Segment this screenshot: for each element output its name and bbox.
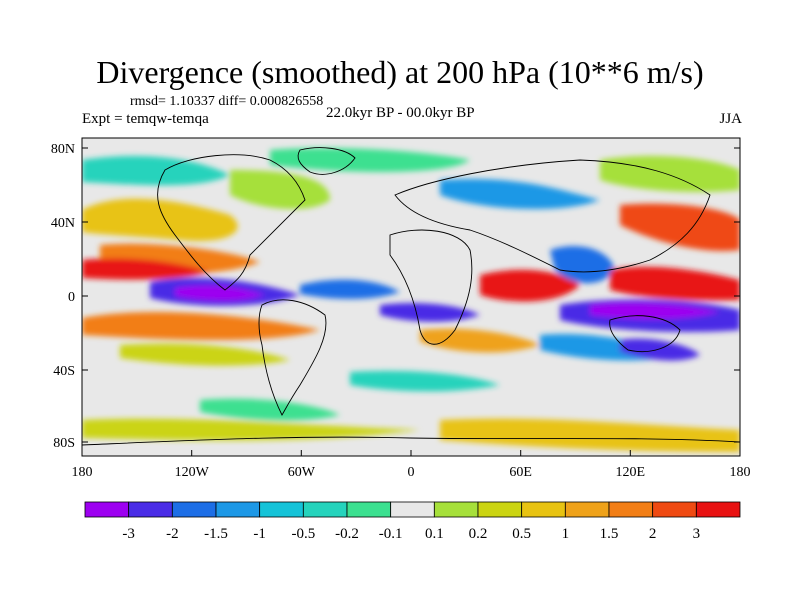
lat-tick-80n: 80N — [51, 142, 75, 157]
colorbar-label: -1.5 — [204, 526, 228, 542]
lat-tick-0: 0 — [68, 290, 75, 305]
colorbar-label: -0.2 — [335, 526, 359, 542]
colorbar-swatch — [477, 501, 523, 518]
colorbar-swatch — [652, 501, 697, 518]
colorbar-swatch — [84, 501, 130, 518]
colorbar-swatch — [521, 501, 566, 518]
colorbar-label: -0.5 — [291, 526, 315, 542]
lon-tick-120w: 120W — [175, 465, 210, 480]
lat-tick-labels: 80N 40N 0 40S 80S — [51, 142, 75, 451]
colorbar-swatch — [433, 501, 479, 518]
colorbar-label: -0.1 — [379, 526, 403, 542]
lat-tick-40n: 40N — [51, 216, 75, 231]
colorbar-swatch — [608, 501, 654, 518]
colorbar-label: 0.5 — [512, 526, 531, 542]
colorbar-swatch — [302, 501, 348, 518]
period-label: 22.0kyr BP - 00.0kyr BP — [326, 105, 475, 121]
colorbar-label: -3 — [122, 526, 135, 542]
colorbar-swatch — [695, 501, 741, 518]
lon-tick-60e: 60E — [509, 465, 532, 480]
colorbar-swatch — [346, 501, 392, 518]
coastlines — [82, 147, 740, 446]
colorbar-swatch — [564, 501, 610, 518]
lat-tick-80s: 80S — [53, 436, 75, 451]
colorbar: -3 -2 -1.5 -1 -0.5 -0.2 -0.1 0.1 0.2 0.5 1 1.5 2 3 — [84, 501, 741, 542]
lat-tick-marks — [82, 147, 740, 443]
colorbar-swatch — [390, 501, 435, 518]
colorbar-label: -1 — [253, 526, 266, 542]
experiment-label: Expt = temqw-temqa — [82, 111, 209, 127]
season-label: JJA — [719, 111, 742, 127]
lon-tick-60w: 60W — [288, 465, 316, 480]
lon-tick-180w: 180 — [72, 465, 93, 480]
colorbar-label: 1 — [562, 526, 570, 542]
lon-tick-marks — [81, 450, 741, 456]
colorbar-label: 0.1 — [425, 526, 444, 542]
stats-line: rmsd= 1.10337 diff= 0.000826558 — [130, 94, 324, 109]
colorbar-swatch — [215, 501, 261, 518]
colorbar-swatch — [259, 501, 304, 518]
lon-tick-180e: 180 — [730, 465, 751, 480]
colorbar-label: 2 — [649, 526, 657, 542]
lon-tick-labels: 180 120W 60W 0 60E 120E 180 — [72, 465, 751, 480]
colorbar-label: 3 — [693, 526, 701, 542]
figure-title: Divergence (smoothed) at 200 hPa (10**6 … — [96, 54, 704, 90]
lon-tick-0: 0 — [408, 465, 415, 480]
lat-tick-40s: 40S — [53, 364, 75, 379]
field-layer — [82, 138, 740, 456]
lon-tick-120e: 120E — [616, 465, 646, 480]
colorbar-label: 0.2 — [469, 526, 488, 542]
colorbar-label: 1.5 — [600, 526, 619, 542]
colorbar-swatch — [171, 501, 217, 518]
colorbar-label: -2 — [166, 526, 179, 542]
colorbar-swatch — [128, 501, 173, 518]
